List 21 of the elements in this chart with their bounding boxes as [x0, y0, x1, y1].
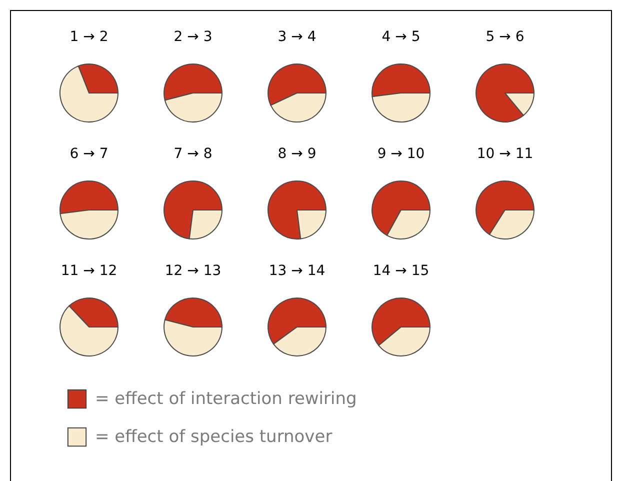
chart-title: 4 → 5	[382, 29, 420, 45]
pie-slice	[372, 180, 430, 236]
chart-title: 8 → 9	[278, 146, 316, 162]
pie-slice	[476, 64, 534, 122]
chart-title: 12 → 13	[164, 263, 222, 279]
chart-title: 13 → 14	[268, 263, 326, 279]
legend-label: = effect of species turnover	[95, 427, 332, 447]
chart-title: 2 → 3	[174, 29, 212, 45]
chart-title: 11 → 12	[60, 263, 118, 279]
pie-slice	[164, 180, 222, 240]
chart-title: 1 → 2	[70, 29, 108, 45]
chart-title: 3 → 4	[278, 29, 316, 45]
legend-label: = effect of interaction rewiring	[95, 389, 357, 409]
chart-title: 10 → 11	[476, 146, 534, 162]
chart-title: 7 → 8	[174, 146, 212, 162]
pie-slice	[60, 66, 118, 122]
chart-title: 9 → 10	[377, 146, 425, 162]
pie-slice	[268, 180, 326, 240]
chart-title: 5 → 6	[486, 29, 524, 45]
chart-title: 14 → 15	[372, 263, 430, 279]
chart-title: 6 → 7	[70, 146, 108, 162]
